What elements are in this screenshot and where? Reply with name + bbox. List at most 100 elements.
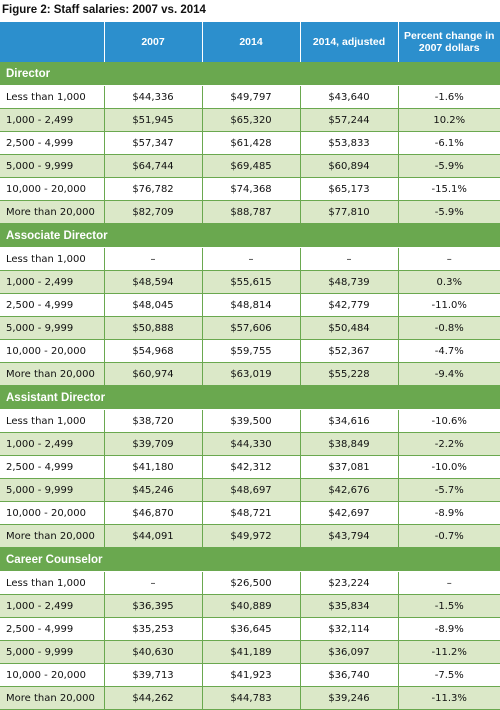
salary-2014-cell: $36,645 [202,617,301,641]
range-cell: 2,500 - 4,999 [0,455,105,479]
table-body: Director Less than 1,000 $44,336 $49,797 $43… [0,62,500,710]
salary-2007-cell: $36,395 [104,594,203,618]
salary-2014-adjusted-cell: $42,779 [300,293,399,317]
salary-2014-cell: $40,889 [202,594,301,618]
salary-2007-cell: $48,594 [104,270,203,294]
salary-2014-adjusted-cell: $65,173 [300,177,399,201]
table-row: 5,000 - 9,999 $40,630 $41,189 $36,097 -11.2% [0,640,500,664]
percent-change-cell: -7.5% [398,663,500,687]
range-cell: 10,000 - 20,000 [0,663,105,687]
salary-2007-cell: $51,945 [104,108,203,132]
salary-2014-adjusted-cell: $77,810 [300,200,399,224]
section-label: Director [0,62,500,86]
salary-2014-cell: $26,500 [202,571,301,595]
range-cell: 1,000 - 2,499 [0,432,105,456]
salary-2007-cell: $44,091 [104,524,203,548]
table-row: 5,000 - 9,999 $45,246 $48,697 $42,676 -5.7% [0,478,500,502]
table-row: 10,000 - 20,000 $39,713 $41,923 $36,740 -7.5… [0,663,500,687]
percent-change-cell: -5.9% [398,154,500,178]
percent-change-cell: -4.7% [398,339,500,363]
percent-change-cell: – [398,571,500,595]
range-cell: Less than 1,000 [0,247,105,271]
section-row-associate-director: Associate Director [0,223,500,248]
header-row: 2007 2014 2014, adjusted Percent change … [0,22,500,62]
range-cell: 10,000 - 20,000 [0,501,105,525]
salary-2014-adjusted-cell: $60,894 [300,154,399,178]
salary-2014-adjusted-cell: $36,097 [300,640,399,664]
salary-2007-cell: $38,720 [104,409,203,433]
table-row: 2,500 - 4,999 $35,253 $36,645 $32,114 -8.9% [0,617,500,641]
table-row: Less than 1,000 $44,336 $49,797 $43,640 -1.6… [0,85,500,109]
table-row: 2,500 - 4,999 $48,045 $48,814 $42,779 -11.0% [0,293,500,317]
salary-2007-cell: $45,246 [104,478,203,502]
range-cell: 1,000 - 2,499 [0,594,105,618]
salary-2014-adjusted-cell: $34,616 [300,409,399,433]
salary-2014-adjusted-cell: $23,224 [300,571,399,595]
salary-2014-adjusted-cell: $35,834 [300,594,399,618]
salary-2014-cell: $48,697 [202,478,301,502]
salary-2014-cell: $65,320 [202,108,301,132]
salary-2007-cell: $41,180 [104,455,203,479]
percent-change-cell: -15.1% [398,177,500,201]
salary-2014-adjusted-cell: $50,484 [300,316,399,340]
range-cell: 10,000 - 20,000 [0,177,105,201]
range-cell: More than 20,000 [0,686,105,710]
salary-table: 2007 2014 2014, adjusted Percent change … [0,22,500,710]
section-label: Assistant Director [0,385,500,410]
salary-2014-cell: $49,797 [202,85,301,109]
salary-2014-cell: $44,330 [202,432,301,456]
salary-2007-cell: $64,744 [104,154,203,178]
table-row: 10,000 - 20,000 $46,870 $48,721 $42,697 -8.9… [0,501,500,525]
section-label: Associate Director [0,223,500,248]
table-row: 1,000 - 2,499 $48,594 $55,615 $48,739 0.3% [0,270,500,294]
salary-2007-cell: $57,347 [104,131,203,155]
range-cell: 5,000 - 9,999 [0,478,105,502]
range-cell: 1,000 - 2,499 [0,108,105,132]
salary-2014-adjusted-cell: $52,367 [300,339,399,363]
table-row: 1,000 - 2,499 $39,709 $44,330 $38,849 -2.2% [0,432,500,456]
header-cell-2014: 2014 [202,22,301,62]
section-row-assistant-director: Assistant Director [0,385,500,410]
salary-2014-cell: $49,972 [202,524,301,548]
salary-2007-cell: $35,253 [104,617,203,641]
table-row: Less than 1,000– $26,500 $23,224– [0,571,500,595]
range-cell: 5,000 - 9,999 [0,640,105,664]
salary-2014-adjusted-cell: $32,114 [300,617,399,641]
table-row: More than 20,000 $44,091 $49,972 $43,794 -0.… [0,524,500,548]
salary-2014-cell: $44,783 [202,686,301,710]
salary-2014-cell: $48,721 [202,501,301,525]
range-cell: More than 20,000 [0,200,105,224]
salary-2007-cell: $82,709 [104,200,203,224]
table-row: 1,000 - 2,499 $36,395 $40,889 $35,834 -1.5% [0,594,500,618]
salary-2014-adjusted-cell: $42,697 [300,501,399,525]
section-row-career-counselor: Career Counselor [0,547,500,572]
range-cell: More than 20,000 [0,524,105,548]
salary-2014-adjusted-cell: $43,794 [300,524,399,548]
salary-2014-adjusted-cell: $39,246 [300,686,399,710]
salary-2014-cell: $41,189 [202,640,301,664]
salary-2014-adjusted-cell: $53,833 [300,131,399,155]
percent-change-cell: -1.6% [398,85,500,109]
range-cell: Less than 1,000 [0,85,105,109]
range-cell: 2,500 - 4,999 [0,131,105,155]
salary-2007-cell: $50,888 [104,316,203,340]
table-row: More than 20,000 $44,262 $44,783 $39,246 -11… [0,686,500,710]
salary-2007-cell: $44,262 [104,686,203,710]
salary-2014-adjusted-cell: $57,244 [300,108,399,132]
range-cell: 10,000 - 20,000 [0,339,105,363]
salary-2014-cell: $55,615 [202,270,301,294]
percent-change-cell: -5.9% [398,200,500,224]
salary-2007-cell: $39,709 [104,432,203,456]
percent-change-cell: -11.2% [398,640,500,664]
percent-change-cell: -1.5% [398,594,500,618]
salary-2007-cell: $40,630 [104,640,203,664]
salary-2007-cell: $76,782 [104,177,203,201]
salary-2014-cell: $48,814 [202,293,301,317]
salary-2014-cell: $39,500 [202,409,301,433]
salary-2014-cell: $69,485 [202,154,301,178]
percent-change-cell: 10.2% [398,108,500,132]
table-row: Less than 1,000 $38,720 $39,500 $34,616 -10.… [0,409,500,433]
percent-change-cell: -2.2% [398,432,500,456]
table-header: 2007 2014 2014, adjusted Percent change … [0,22,500,62]
percent-change-cell: -10.0% [398,455,500,479]
